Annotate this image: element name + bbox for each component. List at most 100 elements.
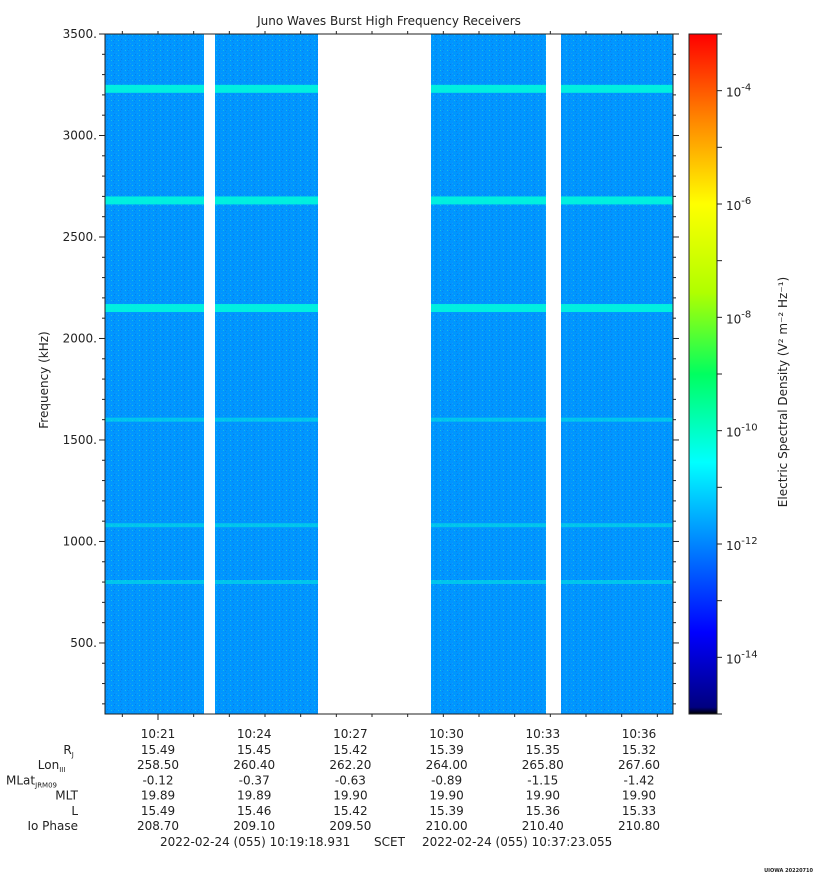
- ephemeris-value: 19.89: [141, 789, 175, 803]
- emission-line: [431, 304, 546, 313]
- emission-line: [431, 84, 546, 93]
- ephemeris-value: -0.12: [142, 773, 173, 787]
- emission-line: [215, 196, 318, 205]
- colorbar-tick-label: 10-12: [726, 536, 758, 553]
- colorbar-tick-label: 10-6: [726, 196, 751, 213]
- noise-texture: [105, 34, 204, 714]
- y-tick-label: 2000.: [63, 331, 97, 345]
- y-tick-label: 1500.: [63, 433, 97, 447]
- ephemeris-value: 15.49: [141, 743, 175, 757]
- colorbar-axis: 10-14 10-12 10-10 10-8 10-6 10-4: [717, 33, 758, 715]
- ephemeris-row-label: MLatJRM09: [6, 773, 57, 789]
- ephemeris-row-label: Io Phase: [27, 819, 78, 833]
- ephemeris-value: -0.63: [335, 773, 366, 787]
- emission-line: [561, 84, 673, 93]
- ephemeris-row-label: LonIII: [38, 758, 66, 774]
- ephemeris-row-label: L: [71, 804, 78, 818]
- emission-line: [105, 196, 204, 205]
- noise-texture: [215, 34, 318, 714]
- colorbar-tick-label: 10-4: [726, 83, 751, 100]
- ephemeris-value: 15.49: [141, 804, 175, 818]
- ephemeris-value: 262.20: [329, 758, 371, 772]
- emission-line: [561, 304, 673, 313]
- emission-line: [215, 304, 318, 313]
- ephemeris-value: 15.35: [526, 743, 560, 757]
- ephemeris-value: -0.89: [431, 773, 462, 787]
- x-axis: 10:21 10:24 10:27 10:30 10:33 10:36: [121, 31, 658, 741]
- chart-title: Juno Waves Burst High Frequency Receiver…: [256, 14, 521, 28]
- x-tick-label: 10:24: [237, 727, 272, 741]
- ephemeris-value: 15.45: [237, 743, 271, 757]
- ephemeris-value: 19.90: [526, 789, 560, 803]
- y-tick-label: 1000.: [63, 534, 97, 548]
- emission-line: [215, 84, 318, 93]
- emission-line: [105, 580, 204, 585]
- ephemeris-value: 208.70: [137, 819, 179, 833]
- x-tick-label: 10:36: [622, 727, 657, 741]
- ephemeris-row-label: RJ: [63, 743, 73, 759]
- time-range-start: 2022-02-24 (055) 10:19:18.931: [160, 835, 350, 849]
- ephemeris-value: 19.90: [622, 789, 656, 803]
- ephemeris-value: 19.90: [333, 789, 367, 803]
- ephemeris-value: 210.40: [522, 819, 564, 833]
- footer-tag: UIOWA 20220710: [764, 868, 813, 874]
- emission-line: [105, 84, 204, 93]
- y-axis-label: Frequency (kHz): [37, 331, 51, 428]
- x-tick-label: 10:33: [526, 727, 561, 741]
- ephemeris-value: -1.15: [527, 773, 558, 787]
- ephemeris-value: 210.00: [426, 819, 468, 833]
- y-tick-label: 3000.: [63, 128, 97, 142]
- ephemeris-value: 15.32: [622, 743, 656, 757]
- ephemeris-value: 258.50: [137, 758, 179, 772]
- ephemeris-row-label: MLT: [55, 789, 78, 803]
- emission-line: [431, 196, 546, 205]
- ephemeris-value: 15.42: [333, 743, 367, 757]
- ephemeris-value: -0.37: [239, 773, 270, 787]
- spectrogram-plot-area: [105, 34, 673, 714]
- emission-line: [561, 523, 673, 528]
- ephemeris-value: 15.42: [333, 804, 367, 818]
- emission-line: [431, 417, 546, 422]
- y-tick-label: 2500.: [63, 230, 97, 244]
- ephemeris-value: 15.33: [622, 804, 656, 818]
- noise-texture: [561, 34, 673, 714]
- y-tick-label: 500.: [70, 636, 97, 650]
- emission-line: [105, 304, 204, 313]
- ephemeris-value: 19.89: [237, 789, 271, 803]
- ephemeris-value: 15.39: [429, 743, 463, 757]
- ephemeris-value: 15.36: [526, 804, 560, 818]
- x-tick-label: 10:30: [429, 727, 464, 741]
- ephemeris-value: 15.39: [429, 804, 463, 818]
- ephemeris-value: 265.80: [522, 758, 564, 772]
- emission-line: [215, 580, 318, 585]
- ephemeris-value: 210.80: [618, 819, 660, 833]
- plot-frame: [104, 33, 674, 715]
- time-range-end: 2022-02-24 (055) 10:37:23.055: [422, 835, 612, 849]
- emission-line: [561, 196, 673, 205]
- ephemeris-value: 260.40: [233, 758, 275, 772]
- emission-line: [215, 523, 318, 528]
- colorbar-tick-label: 10-8: [726, 309, 751, 326]
- ephemeris-value: 19.90: [429, 789, 463, 803]
- emission-line: [561, 417, 673, 422]
- ephemeris-table: RJ 15.49 15.45 15.42 15.39 15.35 15.32 LonIII 25…: [6, 743, 660, 833]
- ephemeris-value: -1.42: [623, 773, 654, 787]
- emission-line: [431, 523, 546, 528]
- emission-line: [215, 417, 318, 422]
- ephemeris-value: 267.60: [618, 758, 660, 772]
- ephemeris-value: 209.50: [329, 819, 371, 833]
- emission-line: [561, 580, 673, 585]
- time-range-middle: SCET: [374, 835, 406, 849]
- noise-texture: [431, 34, 546, 714]
- emission-line: [105, 417, 204, 422]
- x-tick-label: 10:21: [141, 727, 176, 741]
- ephemeris-value: 209.10: [233, 819, 275, 833]
- emission-line: [105, 523, 204, 528]
- y-axis: 500. 1000. 1500. 2000. 2500. 3000. 3500.: [63, 27, 679, 705]
- y-tick-label: 3500.: [63, 27, 97, 41]
- colorbar-tick-label: 10-14: [726, 649, 758, 666]
- ephemeris-value: 264.00: [426, 758, 468, 772]
- colorbar-label: Electric Spectral Density (V² m⁻² Hz⁻¹): [776, 277, 790, 507]
- ephemeris-value: 15.46: [237, 804, 271, 818]
